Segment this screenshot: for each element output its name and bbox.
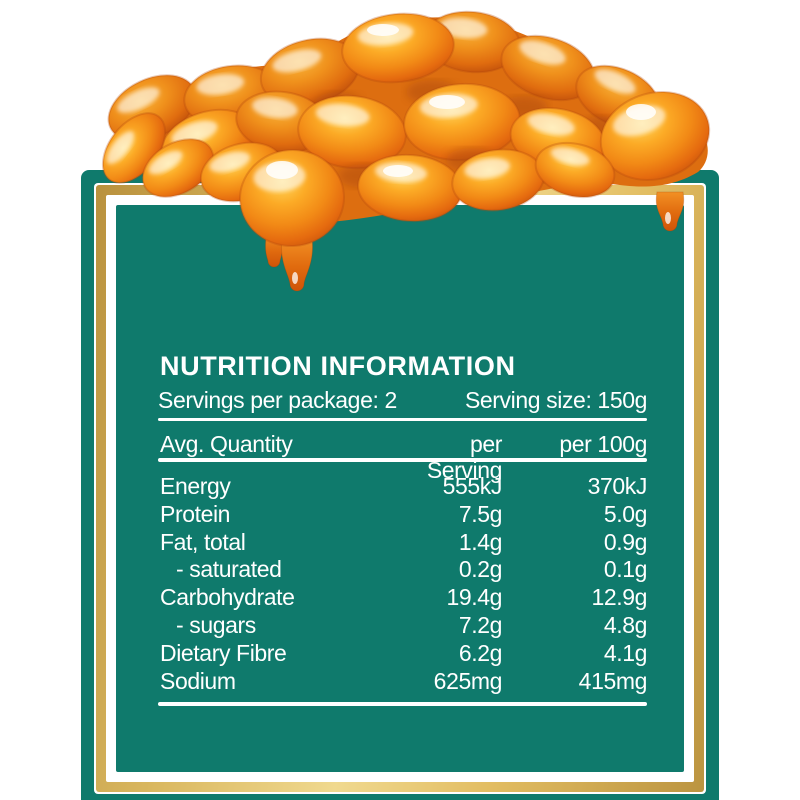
nutrition-table: Energy 555kJ 370kJ Protein 7.5g 5.0g [158,473,647,695]
gold-frame: NUTRITION INFORMATION Servings per packa… [96,185,704,792]
table-row: - sugars 7.2g 4.8g [176,611,647,638]
servings-per-package: Servings per package: 2 [158,387,397,413]
divider [158,458,647,462]
nutrition-panel: NUTRITION INFORMATION Servings per packa… [81,170,719,800]
table-row: Fat, total 1.4g 0.9g [160,528,647,555]
table-header: Avg. Quantity per Serving per 100g [158,431,647,483]
panel-content-area: NUTRITION INFORMATION Servings per packa… [116,205,684,772]
divider [158,418,647,421]
table-row: Energy 555kJ 370kJ [160,473,647,499]
column-avg-quantity: Avg. Quantity [160,431,293,457]
table-row: - saturated 0.2g 0.1g [176,556,647,583]
table-row: Carbohydrate 19.4g 12.9g [160,584,647,611]
divider [158,702,647,706]
serving-size: Serving size: 150g [464,387,647,413]
serving-info: Servings per package: 2 Serving size: 15… [158,387,647,414]
panel-title: NUTRITION INFORMATION [160,351,516,381]
outer-white-frame: NUTRITION INFORMATION Servings per packa… [94,183,706,794]
inner-white-frame: NUTRITION INFORMATION Servings per packa… [106,195,694,782]
column-per-100g: per 100g [559,431,647,457]
table-row: Sodium 625mg 415mg [160,667,647,694]
table-row: Dietary Fibre 6.2g 4.1g [160,639,647,666]
table-row: Protein 7.5g 5.0g [160,500,647,527]
